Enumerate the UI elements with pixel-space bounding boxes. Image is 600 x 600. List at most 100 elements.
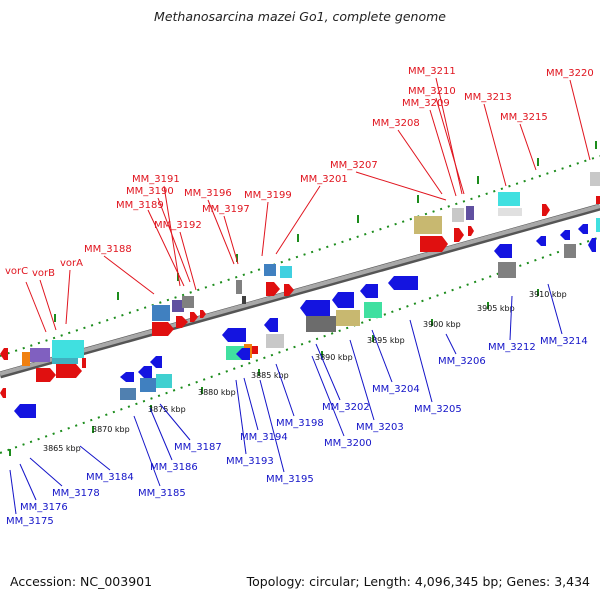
- gene-feature: [564, 244, 576, 258]
- gene-feature: [0, 348, 8, 360]
- gene-feature: [300, 300, 330, 316]
- gene-feature: [536, 236, 546, 246]
- gene-label-top: MM_3209: [402, 98, 450, 109]
- gene-feature: [140, 378, 156, 392]
- kbp-tick-label: 3875 kbp: [148, 405, 186, 414]
- label-leader-line: [509, 295, 513, 341]
- gene-feature: [120, 388, 136, 400]
- kbp-tick-label: 3890 kbp: [315, 353, 353, 362]
- gene-feature: [588, 238, 596, 252]
- kbp-tick-label: 3885 kbp: [251, 371, 289, 380]
- gene-label-top: MM_3215: [500, 112, 548, 123]
- gene-feature: [222, 328, 246, 342]
- top-dotted-guide: [0, 155, 600, 357]
- kbp-tick-label: 3900 kbp: [423, 320, 461, 329]
- gene-label-top: MM_3220: [546, 68, 594, 79]
- label-leader-line: [259, 379, 285, 473]
- gene-feature: [152, 305, 170, 321]
- gene-label-bottom: MM_3187: [174, 442, 222, 453]
- label-leader-line: [29, 457, 63, 487]
- gene-feature: [266, 334, 284, 348]
- gene-feature: [56, 364, 82, 378]
- label-leader-line: [179, 231, 197, 291]
- gene-label-bottom: MM_3194: [240, 432, 288, 443]
- label-leader-line: [397, 129, 443, 195]
- gene-label-bottom: MM_3204: [372, 384, 420, 395]
- gene-feature: [578, 224, 588, 234]
- gene-label-top: vorA: [60, 258, 83, 269]
- gene-feature: [14, 404, 36, 418]
- label-leader-line: [9, 469, 17, 515]
- gene-feature: [30, 348, 50, 362]
- gene-feature: [468, 226, 474, 236]
- gene-feature: [156, 374, 172, 388]
- label-leader-line: [133, 415, 161, 487]
- gene-feature: [454, 228, 464, 242]
- label-leader-line: [235, 379, 247, 455]
- kbp-tick-label: 3910 kbp: [529, 290, 567, 299]
- kbp-tick-label: 3865 kbp: [43, 444, 81, 453]
- gene-label-bottom: MM_3203: [356, 422, 404, 433]
- gene-feature: [200, 310, 206, 318]
- gene-feature: [466, 206, 474, 220]
- gene-label-top: MM_3208: [372, 118, 420, 129]
- accession-text: Accession: NC_003901: [10, 574, 153, 589]
- gene-label-top: MM_3207: [330, 160, 378, 171]
- label-leader-line: [163, 185, 181, 287]
- label-leader-line: [275, 363, 295, 417]
- gene-label-top: MM_3201: [300, 174, 348, 185]
- label-leader-line: [157, 197, 191, 283]
- gene-label-top: MM_3190: [126, 186, 174, 197]
- gene-label-top: MM_3213: [464, 92, 512, 103]
- gene-feature: [420, 236, 448, 252]
- gene-label-top: vorB: [32, 268, 55, 279]
- gene-feature: [236, 348, 250, 360]
- label-leader-line: [371, 329, 393, 383]
- label-leader-line: [25, 281, 47, 333]
- kbp-tick-label: 3870 kbp: [92, 425, 130, 434]
- gene-feature: [0, 388, 6, 398]
- gene-feature: [542, 204, 550, 216]
- gene-feature: [560, 230, 570, 240]
- label-leader-line: [79, 445, 111, 471]
- gene-feature: [150, 356, 162, 368]
- gene-label-bottom: MM_3205: [414, 404, 462, 415]
- gene-label-top: vorC: [5, 266, 28, 277]
- label-leader-line: [39, 279, 57, 331]
- label-leader-line: [311, 355, 345, 437]
- label-leader-line: [429, 109, 457, 197]
- gene-label-top: MM_3210: [408, 86, 456, 97]
- gene-label-top: MM_3199: [244, 190, 292, 201]
- gene-feature: [36, 368, 56, 382]
- genome-backbone: [0, 204, 600, 376]
- gene-feature: [52, 340, 84, 358]
- gene-feature: [176, 316, 188, 328]
- gene-feature: [172, 300, 184, 312]
- gene-label-bottom: MM_3185: [138, 488, 186, 499]
- gene-feature: [388, 276, 418, 290]
- gene-label-bottom: MM_3195: [266, 474, 314, 485]
- label-leader-line: [435, 77, 463, 195]
- gene-feature: [152, 322, 174, 336]
- gene-label-top: MM_3191: [132, 174, 180, 185]
- label-leader-line: [355, 171, 447, 201]
- genome-title: Methanosarcina mazei Go1, complete genom…: [154, 9, 446, 24]
- label-leader-line: [445, 333, 457, 355]
- gene-label-top: MM_3211: [408, 66, 456, 77]
- gene-label-top: MM_3196: [184, 188, 232, 199]
- gene-label-bottom: MM_3200: [324, 438, 372, 449]
- label-leader-line: [409, 319, 433, 403]
- label-leader-line: [547, 283, 563, 335]
- label-leader-line: [519, 123, 537, 171]
- gene-label-top: MM_3188: [84, 244, 132, 255]
- gene-label-bottom: MM_3202: [322, 402, 370, 413]
- label-leader-line: [159, 403, 191, 441]
- gene-feature: [498, 208, 522, 216]
- label-leader-line: [65, 269, 71, 325]
- kbp-tick-label: 3895 kbp: [367, 336, 405, 345]
- gene-feature: [280, 266, 292, 278]
- gene-label-top: MM_3197: [202, 204, 250, 215]
- gene-feature: [498, 192, 520, 206]
- label-leader-line: [435, 97, 465, 195]
- gene-feature: [284, 284, 294, 296]
